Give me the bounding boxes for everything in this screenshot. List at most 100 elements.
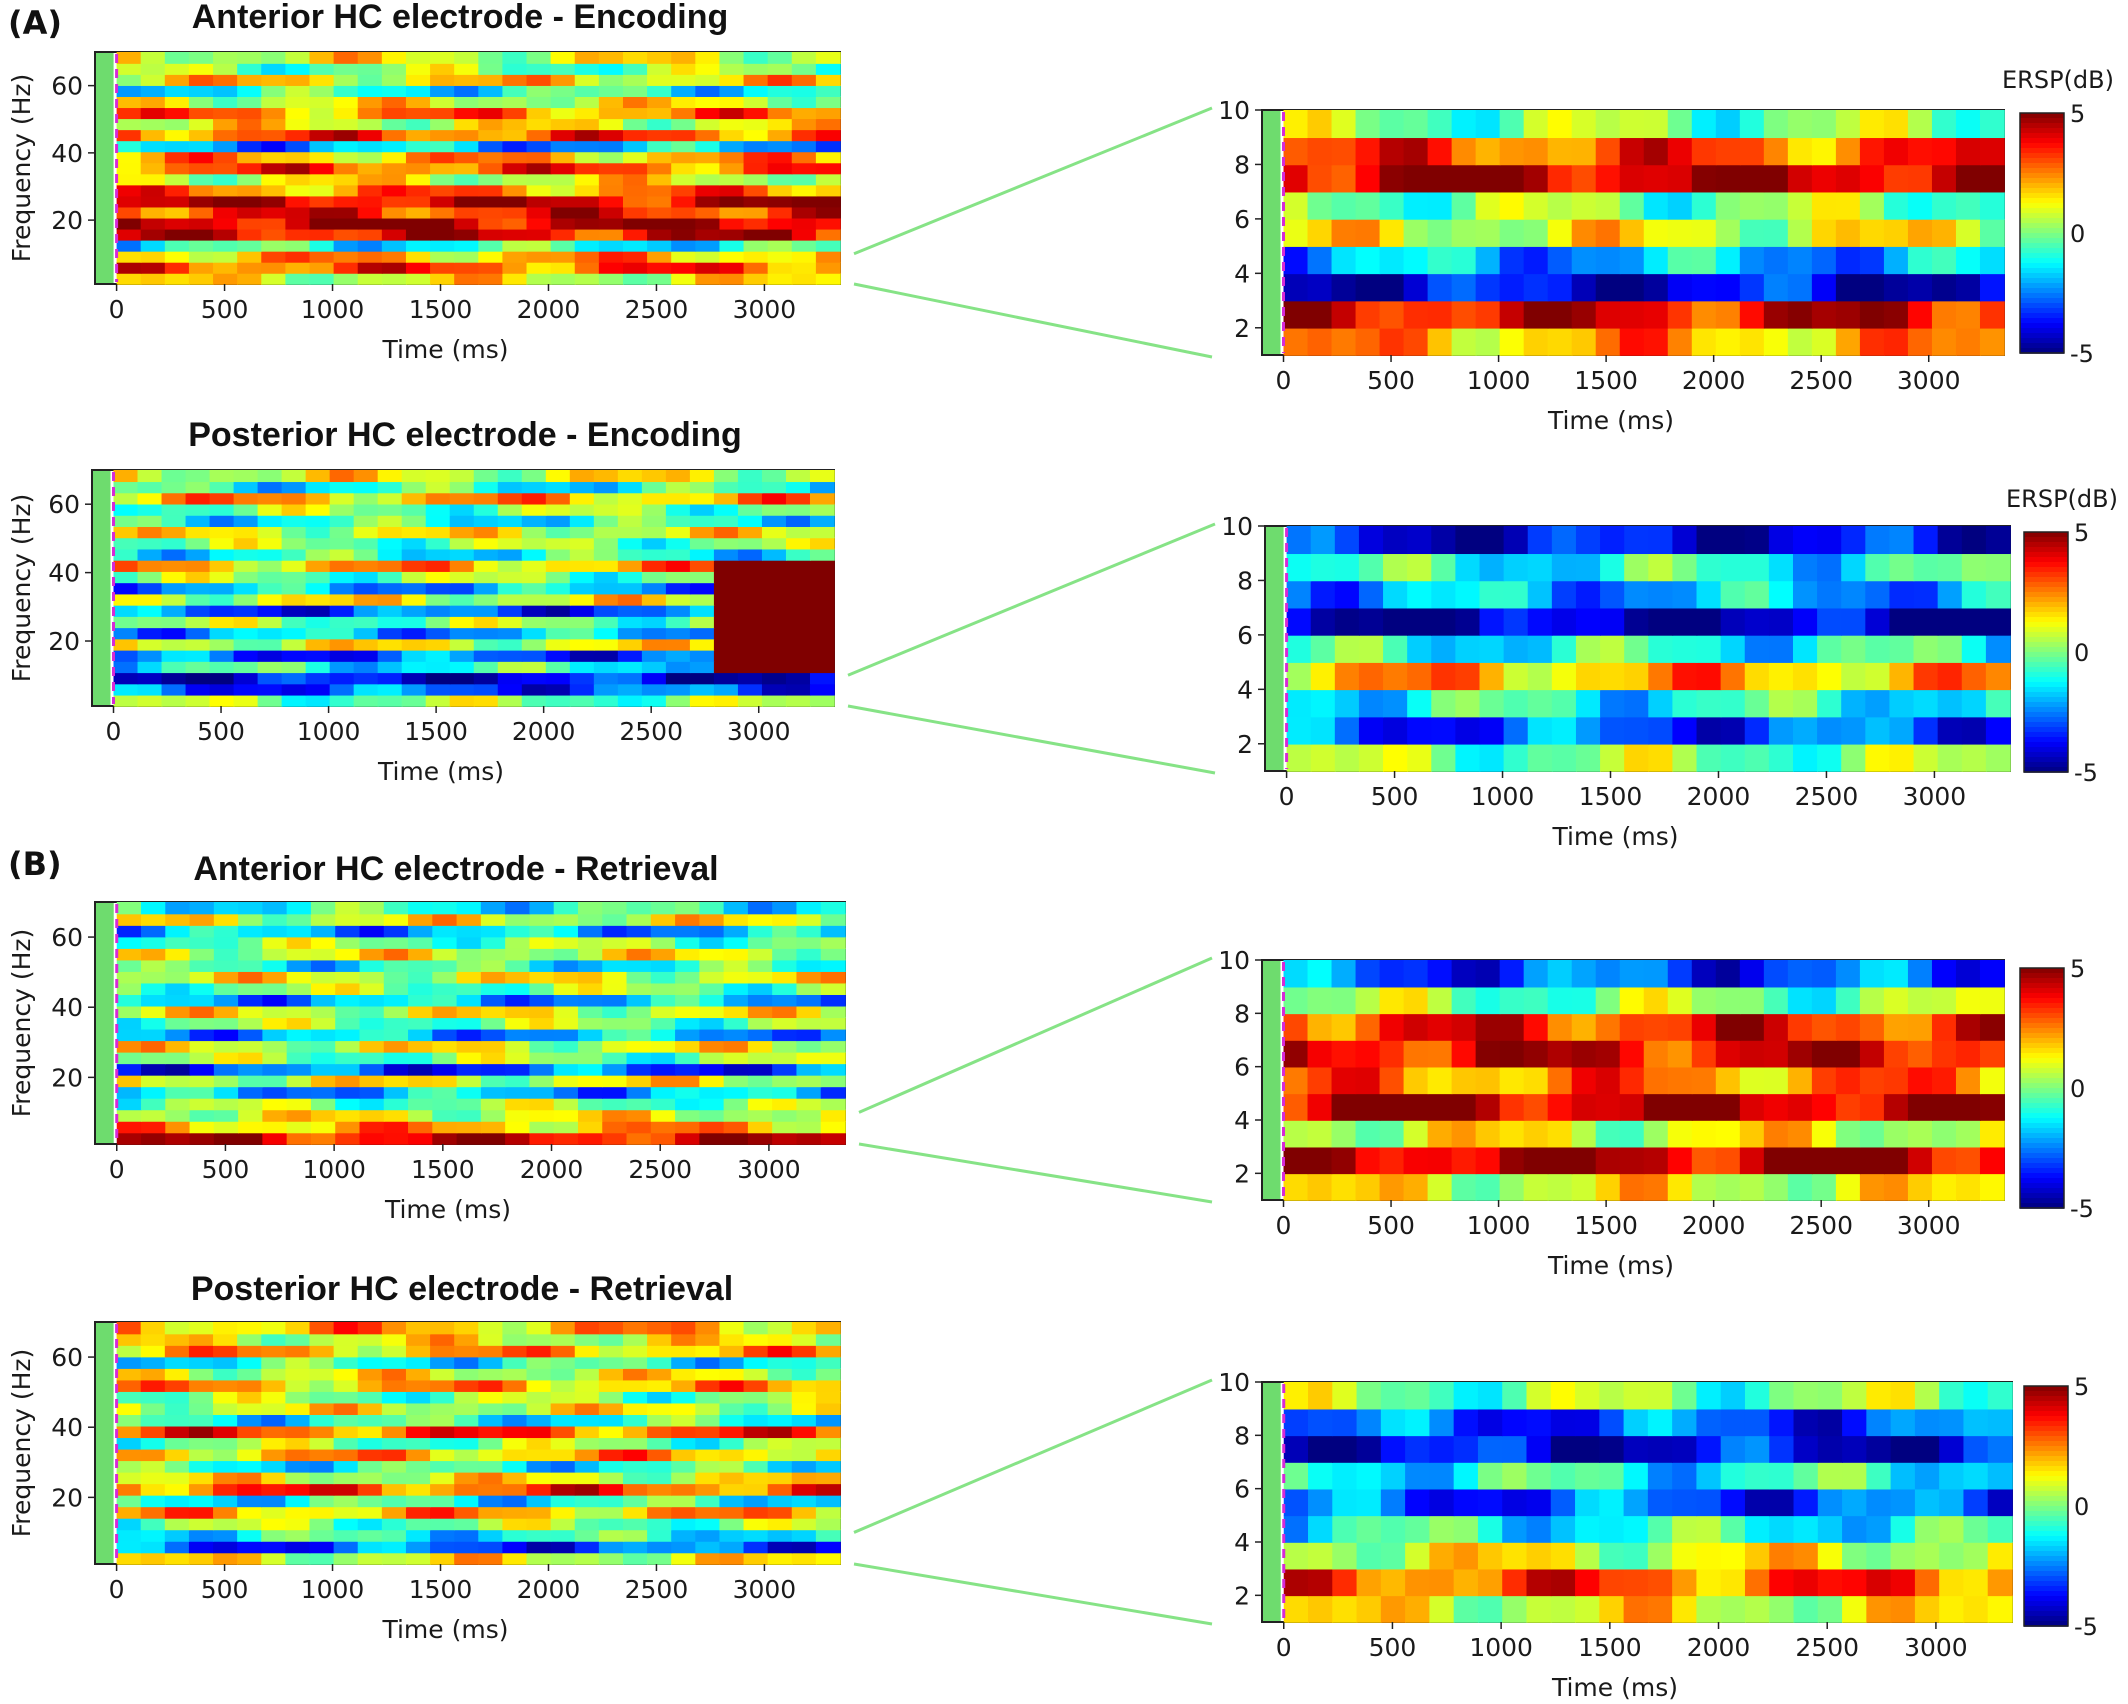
chart-5-heatmap-cells <box>1283 960 2005 1201</box>
chart-5-colorbar-frame <box>2019 967 2065 1209</box>
chart-2-cell <box>641 672 667 685</box>
chart-3-cell <box>1358 580 1384 609</box>
chart-3-cell <box>1527 662 1553 691</box>
chart-4-cell <box>480 902 506 915</box>
chart-2-cell <box>329 616 355 629</box>
chart-0-cell <box>405 173 431 186</box>
chart-2-cell <box>401 638 427 651</box>
chart-0-cell <box>598 206 624 219</box>
chart-3-cell <box>1768 553 1794 582</box>
chart-0-cell <box>478 217 504 230</box>
chart-0-cell <box>671 162 697 175</box>
chart-4-cell <box>796 1109 822 1122</box>
chart-0-cell <box>791 195 817 208</box>
chart-2-cell <box>761 649 787 662</box>
chart-3-cell <box>1841 716 1867 745</box>
chart-3-colorbar-frame <box>2023 531 2069 773</box>
chart-7-cell <box>1526 1408 1552 1437</box>
chart-0-cell <box>719 195 745 208</box>
chart-1-cell <box>1403 164 1429 193</box>
chart-0-cell <box>140 195 166 208</box>
chart-1-cell <box>1667 137 1693 166</box>
chart-0-cell <box>791 239 817 252</box>
chart-6-cell <box>550 1529 576 1542</box>
chart-0-cell <box>188 129 214 142</box>
chart-4-cell <box>699 1120 725 1134</box>
chart-4-cell <box>747 1097 773 1111</box>
chart-5-colorbar-step <box>2020 1013 2064 1019</box>
chart-1-cell <box>1571 300 1597 329</box>
chart-0-cell <box>140 118 166 131</box>
chart-3-cell <box>1407 689 1433 718</box>
chart-6-cell <box>116 1460 142 1473</box>
chart-4-cell <box>626 1040 652 1053</box>
chart-1-cell <box>1283 273 1309 302</box>
chart-3-cell <box>1383 607 1408 636</box>
chart-1-cell <box>1955 246 1981 275</box>
chart-4-cell <box>650 1017 676 1030</box>
chart-0-cell <box>140 74 166 86</box>
chart-2-cell <box>761 616 787 629</box>
chart-2-cell <box>137 616 163 629</box>
chart-6-cell <box>478 1460 504 1473</box>
chart-2-cell <box>545 559 571 572</box>
chart-4-cell <box>359 1017 385 1030</box>
chart-1-cell <box>1907 137 1933 166</box>
chart-0-cell <box>478 195 504 208</box>
chart-5-cell <box>1427 1040 1453 1068</box>
chart-7-x-tick-label: 2500 <box>1795 1633 1859 1662</box>
chart-7-cell <box>1696 1515 1722 1543</box>
chart-4-cell <box>335 1097 361 1111</box>
chart-7-cell <box>1817 1488 1843 1517</box>
chart-0-cell <box>478 107 504 120</box>
chart-6-cell <box>261 1460 287 1473</box>
chart-5-colorbar-step <box>2020 1058 2064 1064</box>
chart-4-cell <box>650 936 676 949</box>
chart-0-cell <box>695 107 721 120</box>
chart-4-cell <box>675 994 701 1007</box>
chart-3-cell <box>1286 689 1312 718</box>
chart-2-cell <box>113 526 139 539</box>
chart-3-cell <box>1624 662 1650 691</box>
chart-6-cell <box>647 1345 673 1358</box>
chart-6-cell <box>357 1552 383 1565</box>
chart-7-cell <box>1720 1488 1746 1517</box>
chart-4-cell <box>432 1097 458 1111</box>
chart-7-cell <box>1332 1408 1358 1437</box>
chart-6-cell <box>285 1379 311 1392</box>
chart-7-cell <box>1356 1542 1382 1570</box>
chart-6-cell <box>333 1425 359 1439</box>
chart-3-cell <box>1889 634 1915 663</box>
chart-0-cell <box>671 96 697 109</box>
chart-3-cell <box>1720 553 1746 582</box>
chart-2-cell <box>113 492 139 505</box>
chart-3-colorbar-step <box>2024 612 2068 618</box>
chart-6-cell <box>116 1517 142 1531</box>
chart-2-cell <box>257 559 283 572</box>
chart-1-cell <box>1595 137 1621 166</box>
chart-7-colorbar-step <box>2024 1466 2068 1472</box>
chart-0-cell <box>502 74 528 86</box>
chart-7-cell <box>1744 1488 1771 1517</box>
chart-6-cell <box>815 1391 841 1404</box>
chart-4-cell <box>408 1120 434 1134</box>
chart-5-cell <box>1331 1040 1357 1068</box>
chart-7-cell <box>1332 1568 1358 1597</box>
chart-5-x-tick-label: 2000 <box>1682 1211 1746 1240</box>
chart-5-cell <box>1643 1040 1669 1068</box>
chart-4-cell <box>626 959 652 972</box>
chart-4-cell <box>772 982 798 995</box>
chart-0-cell <box>357 96 383 109</box>
chart-2-cell <box>281 492 307 505</box>
chart-3-cell <box>1286 607 1312 636</box>
chart-0-cell <box>526 129 552 142</box>
chart-6-cell <box>116 1471 142 1485</box>
chart-4-cell <box>699 1028 725 1042</box>
chart-2-cell <box>809 537 835 550</box>
chart-1-cell <box>1547 300 1573 329</box>
chart-4-cell <box>820 948 846 961</box>
chart-2-cell <box>737 616 763 629</box>
chart-6-cell <box>309 1437 335 1450</box>
chart-3-cell <box>1672 553 1698 582</box>
chart-7-colorbar-step <box>2024 1406 2068 1412</box>
